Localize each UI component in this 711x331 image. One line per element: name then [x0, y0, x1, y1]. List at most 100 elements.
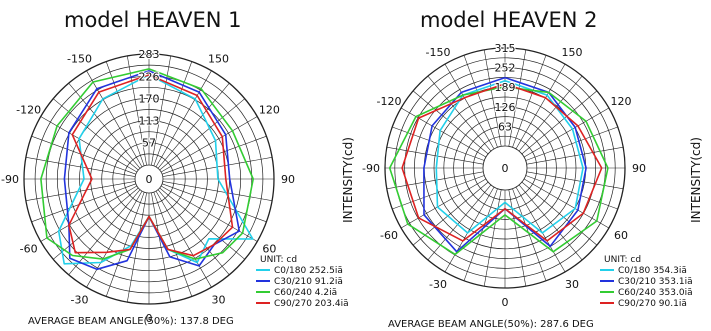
- grid-spoke: [159, 98, 245, 171]
- radial-tick-label: 170: [139, 92, 160, 105]
- grid-spoke: [68, 189, 141, 275]
- grid-spoke: [86, 70, 143, 168]
- grid-spoke: [508, 49, 527, 147]
- grid-spoke: [40, 185, 138, 242]
- grid-spoke: [400, 178, 487, 229]
- chart-title-2: model HEAVEN 2: [420, 8, 598, 32]
- grid-spoke: [105, 61, 145, 166]
- legend-entry-1: C0/180 354.3iã: [618, 266, 687, 276]
- angle-label: -60: [20, 243, 38, 256]
- radial-tick-label: 57: [142, 137, 156, 150]
- grid-spoke: [162, 135, 267, 175]
- grid-spoke: [427, 184, 492, 261]
- angle-label: 0: [146, 312, 153, 325]
- grid-spoke: [153, 192, 193, 297]
- radial-tick-label: 283: [139, 48, 160, 61]
- grid-spoke: [155, 70, 212, 168]
- angle-label: 30: [565, 278, 579, 291]
- grid-spoke: [483, 49, 502, 147]
- grid-spoke: [157, 189, 230, 275]
- angle-label: 120: [611, 95, 632, 108]
- legend-entry-2: C30/210 91.2iã: [274, 277, 343, 287]
- legend-entry-2: C30/210 353.1iã: [618, 277, 693, 287]
- grid-spoke: [155, 190, 212, 288]
- grid-spoke: [392, 175, 485, 210]
- grid-spoke: [463, 55, 498, 148]
- grid-spoke: [105, 192, 145, 297]
- grid-spoke: [526, 146, 624, 165]
- legend-entry-4: C90/270 90.1iã: [618, 299, 687, 309]
- grid-spoke: [162, 183, 267, 223]
- grid-spoke: [53, 98, 139, 171]
- grid-spoke: [444, 186, 495, 273]
- angle-label: -150: [426, 46, 451, 59]
- angle-label: 90: [632, 162, 646, 175]
- radial-tick-label: 63: [498, 120, 512, 133]
- radial-tick-label: 315: [495, 42, 516, 55]
- grid-spoke: [483, 189, 502, 287]
- legend-entry-4: C90/270 203.4iã: [274, 299, 349, 309]
- angle-label: -30: [429, 278, 447, 291]
- grid-spoke: [412, 90, 489, 155]
- legend-entry-3: C60/240 4.2iã: [274, 288, 337, 298]
- angle-label: 120: [259, 104, 280, 117]
- radial-tick-label: 189: [495, 81, 516, 94]
- radial-tick-label: 252: [495, 62, 516, 75]
- grid-spoke: [160, 185, 258, 242]
- grid-spoke: [162, 181, 273, 201]
- angle-label: 150: [208, 53, 229, 66]
- beam-angle-footer: AVERAGE BEAM ANGLE(50%): 287.6 DEG: [388, 319, 594, 330]
- grid-spoke: [523, 107, 610, 158]
- grid-spoke: [31, 135, 136, 175]
- series-line-1: [435, 79, 584, 234]
- grid-spoke: [526, 171, 624, 190]
- grid-spoke: [512, 55, 547, 148]
- grid-spoke: [525, 126, 618, 161]
- angle-label: -30: [71, 293, 89, 306]
- legend-unit: UNIT: cd: [260, 255, 297, 265]
- grid-spoke: [157, 83, 230, 169]
- legend-unit: UNIT: cd: [604, 255, 641, 265]
- grid-spoke: [386, 171, 484, 190]
- grid-spoke: [386, 146, 484, 165]
- angle-label: 30: [212, 293, 226, 306]
- grid-spoke: [40, 116, 138, 173]
- grid-spoke: [127, 55, 147, 166]
- grid-spoke: [518, 75, 583, 152]
- grid-spoke: [515, 186, 566, 273]
- angle-label: -150: [67, 53, 92, 66]
- grid-spoke: [25, 157, 136, 177]
- grid-spoke: [31, 183, 136, 223]
- legend-entry-1: C0/180 252.5iã: [274, 266, 343, 276]
- grid-spoke: [53, 187, 139, 260]
- intensity-label: INTENSITY(cd): [689, 137, 703, 223]
- grid-spoke: [160, 116, 258, 173]
- radial-tick-label: 126: [495, 101, 516, 114]
- grid-spoke: [427, 75, 492, 152]
- grid-spoke: [525, 175, 618, 210]
- grid-spoke: [151, 192, 171, 303]
- angle-label: 150: [562, 46, 583, 59]
- angle-label: 0: [502, 296, 509, 309]
- radial-tick-label: 0: [502, 162, 509, 175]
- grid-spoke: [127, 192, 147, 303]
- angle-label: -90: [362, 162, 380, 175]
- angle-label: -60: [380, 229, 398, 242]
- angle-label: 60: [262, 243, 276, 256]
- grid-spoke: [153, 61, 193, 166]
- polar-chart-1: 57 113 170 226 283 0 -150 150 -120 120 -90 90 -60 60 -…: [1, 47, 355, 327]
- series-line-4: [68, 74, 234, 257]
- angle-label: 60: [614, 229, 628, 242]
- radial-tick-label: 226: [139, 70, 160, 83]
- series-line-4: [401, 83, 603, 242]
- grid-spoke: [25, 181, 136, 201]
- angle-label: -120: [377, 95, 402, 108]
- radial-tick-label: 0: [146, 173, 153, 186]
- grid-spoke: [512, 188, 547, 281]
- grid-spoke: [521, 90, 598, 155]
- chart-title-1: model HEAVEN 1: [64, 8, 242, 32]
- grid-spoke: [151, 55, 171, 166]
- radial-tick-label: 113: [139, 115, 160, 128]
- grid-spoke: [86, 190, 143, 288]
